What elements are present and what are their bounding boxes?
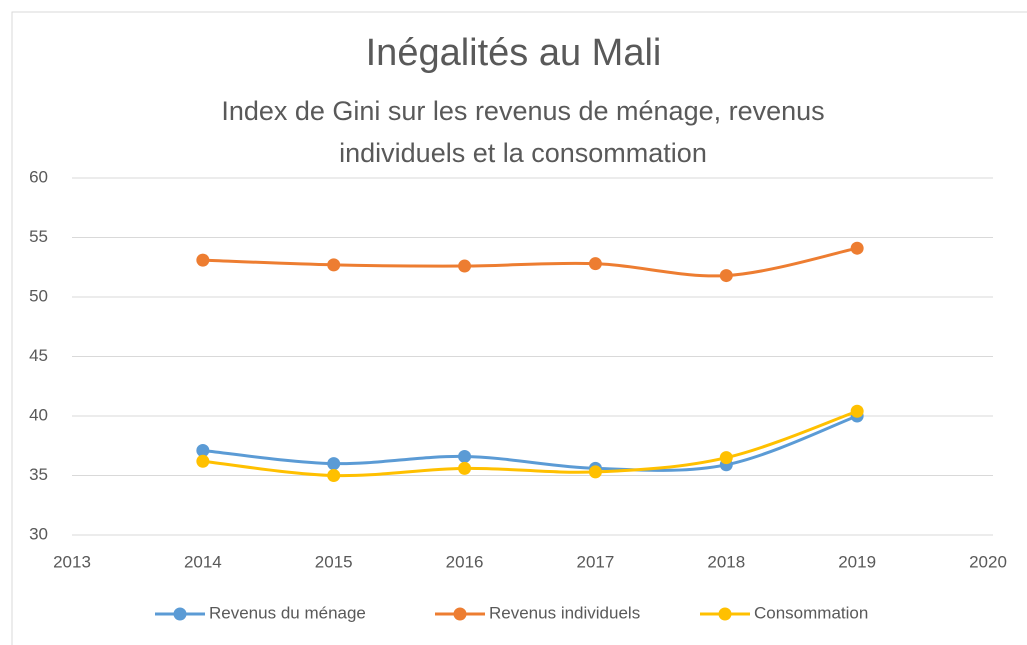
point xyxy=(196,454,210,468)
point xyxy=(458,461,472,475)
x-tick-label: 2020 xyxy=(969,552,1007,571)
y-tick-label: 35 xyxy=(29,465,48,484)
point xyxy=(327,469,341,482)
chart-title: Inégalités au Mali xyxy=(365,32,662,74)
legend-marker xyxy=(173,607,187,621)
point xyxy=(327,258,341,272)
point xyxy=(850,241,864,255)
chart-subtitle: Index de Gini sur les revenus de ménage,… xyxy=(221,96,825,168)
point xyxy=(458,449,472,463)
frame xyxy=(11,11,1027,645)
point xyxy=(588,257,602,271)
point xyxy=(196,444,210,458)
series-line xyxy=(202,414,858,472)
x-tick-label: 2013 xyxy=(53,552,91,571)
series-line xyxy=(202,409,858,478)
x-tick-label: 2019 xyxy=(838,552,876,571)
legend-label: Revenus du ménage xyxy=(209,603,366,622)
x-tick-label: 2016 xyxy=(446,552,484,571)
legend-marker xyxy=(718,607,732,621)
x-tick-label: 2014 xyxy=(184,552,222,571)
y-tick-label: 60 xyxy=(29,167,48,186)
y-tick-label: 50 xyxy=(29,286,48,305)
y-tick-label: 40 xyxy=(29,405,48,424)
point xyxy=(719,451,733,465)
legend-label: Revenus individuels xyxy=(489,603,640,622)
y-tick-label: 30 xyxy=(29,524,48,543)
point xyxy=(850,404,864,418)
point xyxy=(327,457,341,471)
point xyxy=(588,465,602,479)
y-tick-label: 55 xyxy=(29,227,48,246)
x-tick-label: 2017 xyxy=(577,552,615,571)
x-tick-label: 2015 xyxy=(315,552,353,571)
point xyxy=(458,259,472,273)
legend-label: Consommation xyxy=(754,603,868,622)
x-tick-label: 2018 xyxy=(707,552,745,571)
legend-marker xyxy=(453,607,467,621)
point xyxy=(719,269,733,283)
series-line xyxy=(202,246,858,278)
y-tick-label: 45 xyxy=(29,346,48,365)
point xyxy=(196,253,210,267)
